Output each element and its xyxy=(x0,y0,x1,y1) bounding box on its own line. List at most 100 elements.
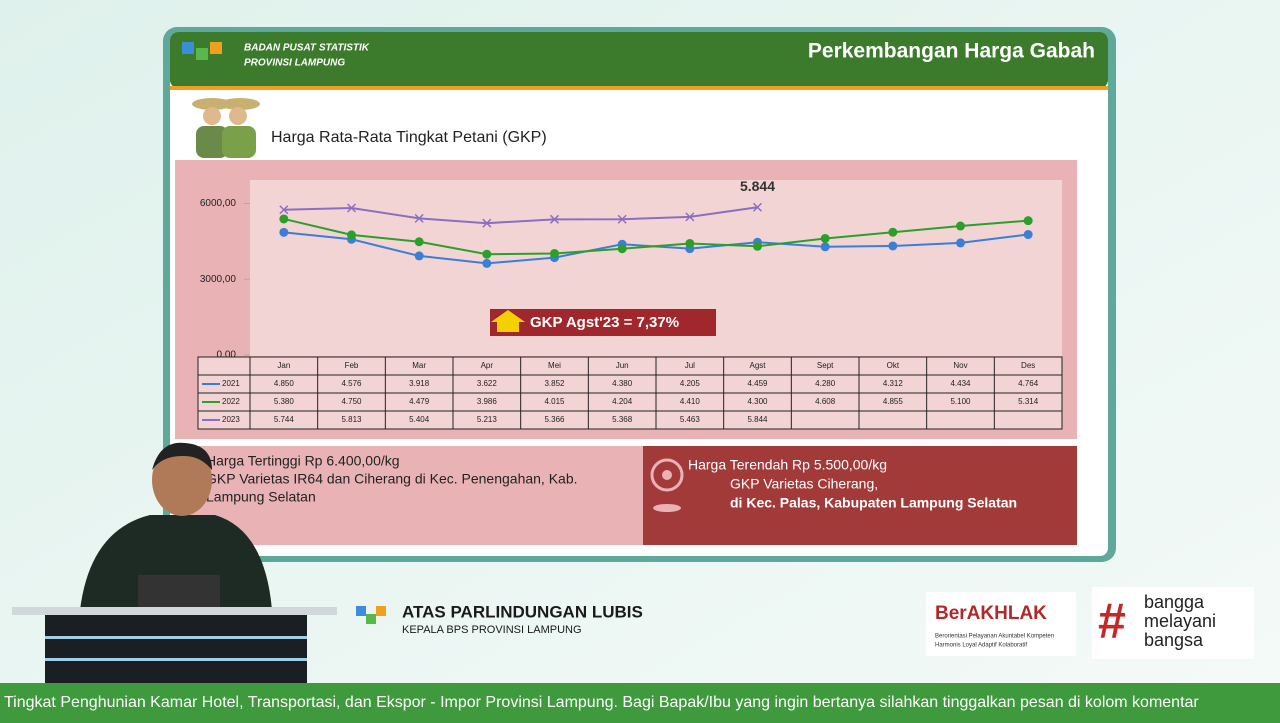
table-cell: 5.213 xyxy=(477,415,498,424)
bps-logo xyxy=(356,606,386,624)
table-cell: 4.479 xyxy=(409,397,430,406)
point xyxy=(617,214,627,224)
farmer-icon xyxy=(192,98,260,158)
bps-logo xyxy=(182,42,222,60)
point xyxy=(550,248,559,258)
table-cell: 5.366 xyxy=(544,415,565,424)
point xyxy=(753,241,762,251)
badge-text: GKP Agst'23 = 7,37% xyxy=(530,314,679,331)
series-line xyxy=(283,217,1029,256)
table-cell: 4.608 xyxy=(815,397,836,406)
table-cell: 4.850 xyxy=(274,379,295,388)
low-price-box xyxy=(643,446,1077,545)
table-cell: 4.280 xyxy=(815,379,836,388)
annotation: 5.844 xyxy=(740,178,775,194)
x-tick-label: Des xyxy=(1021,361,1035,370)
table-cell: 5.844 xyxy=(747,415,768,424)
x-tick-label: Nov xyxy=(953,361,967,370)
table-cell: 4.204 xyxy=(612,397,633,406)
point xyxy=(685,212,695,222)
high-price-box xyxy=(175,446,643,545)
point xyxy=(549,214,560,224)
table-cell: 4.576 xyxy=(341,379,362,388)
table-cell: 3.918 xyxy=(409,379,430,388)
chart: 0,00 3000,00 6000,00 5.844 GKP Agst'23 = 7,3… xyxy=(197,178,1063,430)
x-tick-label: Mei xyxy=(548,361,561,370)
speaker-name: ATAS PARLINDUNGAN LUBIS xyxy=(402,602,643,621)
org-name: PROVINSI LAMPUNG xyxy=(244,58,345,69)
table-cell: 4.750 xyxy=(341,397,362,406)
berakhlak-sub: Harmonis Loyal Adaptif Kolaboratif xyxy=(935,643,1027,649)
table-cell: 5.463 xyxy=(680,415,701,424)
pin-icon xyxy=(650,458,684,512)
point xyxy=(1023,230,1033,240)
point xyxy=(956,238,965,248)
y-tick-label: 6000,00 xyxy=(200,198,237,209)
high-title: Harga Tertinggi Rp 6.400,00/kg xyxy=(206,453,400,469)
point xyxy=(279,214,289,224)
point xyxy=(617,244,627,254)
point xyxy=(279,205,289,215)
table-cell: 3.986 xyxy=(477,397,498,406)
point xyxy=(888,241,898,251)
table-cell: 5.744 xyxy=(274,415,295,424)
table-cell: 5.404 xyxy=(409,415,430,424)
y-tick-label: 0,00 xyxy=(217,350,237,361)
table-cell: 5.368 xyxy=(612,415,633,424)
x-tick-label: Agst xyxy=(749,361,766,370)
point xyxy=(414,237,424,247)
low-detail: di Kec. Palas, Kabupaten Lampung Selatan xyxy=(730,495,1017,511)
point xyxy=(482,249,492,259)
hash-icon: # xyxy=(1098,593,1126,649)
table-cell: 4.380 xyxy=(612,379,633,388)
point xyxy=(414,251,424,261)
x-tick-label: Sept xyxy=(817,361,834,370)
arrow-icon xyxy=(491,310,525,332)
subheading: Harga Rata-Rata Tingkat Petani (GKP) xyxy=(271,129,547,146)
table-cell: 4.205 xyxy=(680,379,701,388)
ticker-text: Tingkat Penghunian Kamar Hotel, Transpor… xyxy=(4,694,1199,711)
point xyxy=(820,233,830,243)
speaker-role: KEPALA BPS PROVINSI LAMPUNG xyxy=(402,624,582,636)
high-detail: GKP Varietas IR64 dan Ciherang di Kec. P… xyxy=(206,471,578,487)
table-cell: 4.459 xyxy=(747,379,768,388)
point xyxy=(482,218,492,228)
point xyxy=(347,230,356,240)
high-detail: Lampung Selatan xyxy=(206,489,316,505)
low-detail: GKP Varietas Ciherang, xyxy=(730,476,878,492)
table-cell: 4.764 xyxy=(1018,379,1039,388)
table-cell: 5.380 xyxy=(274,397,295,406)
legend-label: 2022 xyxy=(222,397,240,406)
table-cell: 4.015 xyxy=(544,397,565,406)
badge xyxy=(490,309,716,336)
series-line xyxy=(283,206,758,225)
org-name: BADAN PUSAT STATISTIK xyxy=(244,43,370,54)
point xyxy=(346,203,357,213)
table-cell: 5.314 xyxy=(1018,397,1039,406)
point xyxy=(888,227,898,237)
berakhlak-sub: Berorientasi Pelayanan Akuntabel Kompete… xyxy=(935,634,1054,640)
x-tick-label: Jun xyxy=(616,361,629,370)
bangga-logo xyxy=(1092,587,1254,659)
y-tick-label: 3000,00 xyxy=(200,274,237,285)
table-cell: 3.852 xyxy=(544,379,565,388)
table-cell: 3.622 xyxy=(477,379,498,388)
speaker-video xyxy=(12,442,337,683)
point xyxy=(820,242,830,252)
legend-label: 2021 xyxy=(222,379,240,388)
header-stripe xyxy=(170,86,1108,90)
x-tick-label: Feb xyxy=(345,361,359,370)
table-cell: 4.855 xyxy=(883,397,904,406)
low-title: Harga Terendah Rp 5.500,00/kg xyxy=(688,457,887,473)
x-tick-label: Okt xyxy=(887,361,900,370)
point xyxy=(414,213,424,223)
berakhlak-text: BerAKHLAK xyxy=(935,603,1047,624)
x-tick-label: Mar xyxy=(412,361,426,370)
legend-label: 2023 xyxy=(222,415,240,424)
point xyxy=(482,258,492,268)
point xyxy=(279,227,289,237)
point xyxy=(685,238,695,248)
x-tick-label: Jul xyxy=(685,361,695,370)
point xyxy=(1023,216,1033,226)
berakhlak-logo xyxy=(926,592,1076,656)
